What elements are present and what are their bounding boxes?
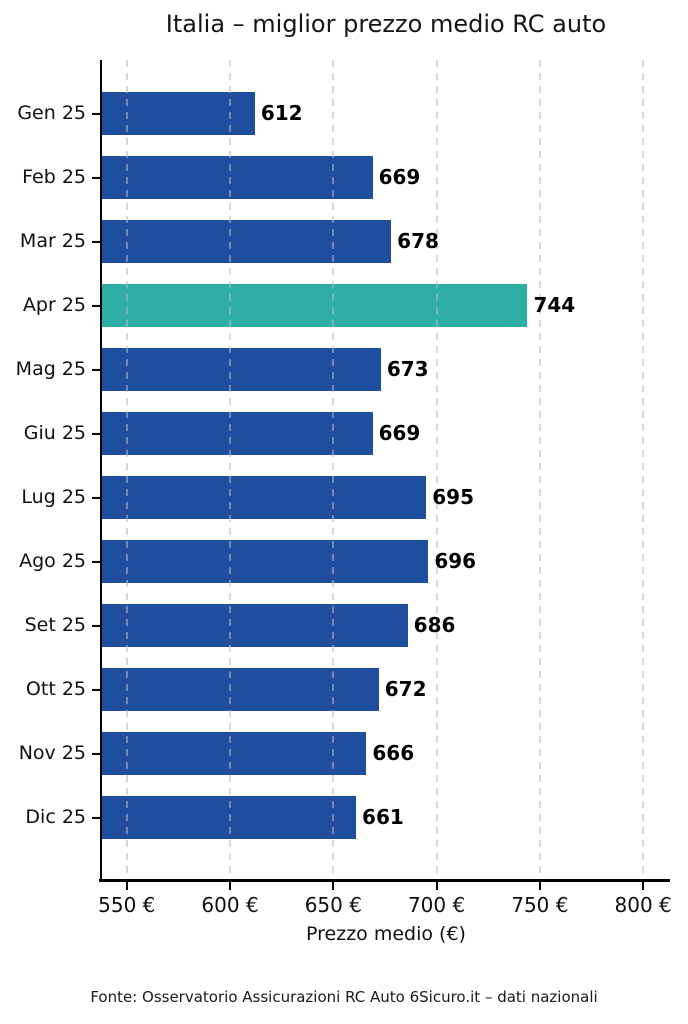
y-tick-label-ott-25: Ott 25	[25, 678, 86, 700]
y-tick-mark-ott-25	[92, 689, 100, 691]
y-tick-label-set-25: Set 25	[24, 614, 86, 636]
value-label-set-25: 686	[413, 613, 456, 637]
x-axis-line	[99, 879, 670, 882]
y-tick-mark-dic-25	[92, 817, 100, 819]
y-tick-mark-mar-25	[92, 241, 100, 243]
gridline-550	[125, 60, 128, 879]
bar-apr-25	[102, 284, 528, 327]
x-tick-label-550: 550 €	[98, 893, 156, 917]
x-tick-label-700: 700 €	[407, 893, 466, 917]
gridline-700	[435, 60, 438, 879]
y-tick-mark-ago-25	[92, 561, 100, 563]
value-label-ago-25: 696	[434, 549, 477, 573]
y-tick-label-ago-25: Ago 25	[19, 550, 86, 572]
value-label-apr-25: 744	[533, 293, 576, 317]
gridline-650	[332, 60, 335, 879]
y-tick-label-mag-25: Mag 25	[15, 358, 86, 380]
chart-title: Italia – miglior prezzo medio RC auto	[165, 10, 607, 38]
bar-mag-25	[102, 348, 381, 391]
y-tick-mark-set-25	[92, 625, 100, 627]
y-tick-mark-nov-25	[92, 753, 100, 755]
y-tick-mark-feb-25	[92, 177, 100, 179]
x-tick-mark-800	[642, 882, 645, 890]
bar-dic-25	[102, 796, 357, 839]
value-label-dic-25: 661	[362, 805, 404, 829]
x-tick-label-650: 650 €	[304, 893, 362, 917]
y-tick-label-dic-25: Dic 25	[25, 806, 86, 828]
bar-ago-25	[102, 540, 429, 583]
y-tick-mark-apr-25	[92, 305, 100, 307]
value-label-feb-25: 669	[378, 165, 421, 189]
x-tick-mark-700	[435, 882, 438, 890]
y-tick-label-gen-25: Gen 25	[17, 102, 86, 124]
x-tick-mark-600	[229, 882, 232, 890]
value-label-mar-25: 678	[397, 229, 439, 253]
source-note: Fonte: Osservatorio Assicurazioni RC Aut…	[90, 988, 598, 1006]
bar-set-25	[102, 604, 408, 647]
x-tick-label-750: 750 €	[511, 893, 569, 917]
y-tick-label-lug-25: Lug 25	[21, 486, 86, 508]
y-tick-label-apr-25: Apr 25	[22, 294, 86, 316]
bar-ott-25	[102, 668, 379, 711]
plot-area: 612 669 678 744 673 669 695 696 686 672 666 661	[100, 60, 670, 879]
x-tick-label-600: 600 €	[201, 893, 259, 917]
value-label-nov-25: 666	[372, 741, 415, 765]
value-label-ott-25: 672	[384, 677, 427, 701]
value-label-mag-25: 673	[386, 357, 429, 381]
gridline-600	[229, 60, 232, 879]
bar-nov-25	[102, 732, 367, 775]
x-tick-mark-550	[125, 882, 128, 890]
bar-feb-25	[102, 156, 373, 199]
y-tick-label-giu-25: Giu 25	[23, 422, 86, 444]
value-label-gen-25: 612	[260, 101, 303, 125]
value-label-lug-25: 695	[432, 485, 475, 509]
x-axis-label: Prezzo medio (€)	[306, 923, 466, 945]
gridline-750	[538, 60, 541, 879]
y-tick-mark-lug-25	[92, 497, 100, 499]
y-tick-mark-giu-25	[92, 433, 100, 435]
y-tick-label-feb-25: Feb 25	[22, 166, 86, 188]
x-tick-label-800: 800 €	[614, 893, 672, 917]
y-tick-mark-mag-25	[92, 369, 100, 371]
y-tick-label-mar-25: Mar 25	[19, 230, 86, 252]
x-tick-mark-750	[538, 882, 541, 890]
gridline-800	[642, 60, 645, 879]
bar-giu-25	[102, 412, 373, 455]
bar-lug-25	[102, 476, 427, 519]
y-tick-mark-gen-25	[92, 113, 100, 115]
x-tick-mark-650	[332, 882, 335, 890]
value-label-giu-25: 669	[378, 421, 421, 445]
bar-mar-25	[102, 220, 392, 263]
y-tick-label-nov-25: Nov 25	[18, 742, 86, 764]
